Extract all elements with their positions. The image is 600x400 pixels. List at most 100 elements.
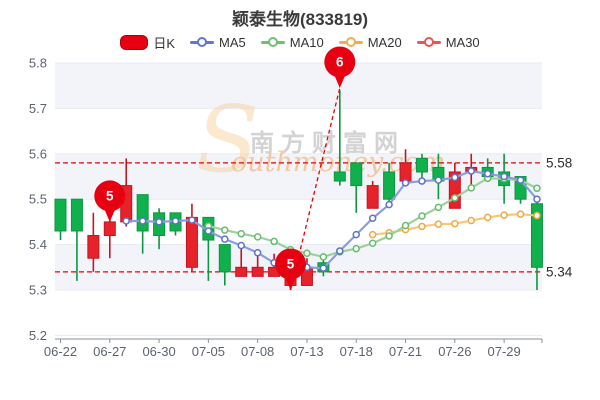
ma5-point — [467, 167, 475, 175]
legend-label: MA20 — [367, 34, 402, 50]
chart-legend: 日K MA5 MA10 MA20 MA30 — [0, 32, 600, 52]
ma20-point — [533, 211, 541, 220]
candle-body — [70, 198, 83, 232]
ma10-point — [319, 253, 328, 261]
legend-label: MA5 — [219, 34, 246, 50]
x-axis-label: 07-13 — [290, 344, 323, 359]
x-axis-label: 07-29 — [487, 344, 520, 359]
y-axis-label: 5.4 — [29, 237, 47, 252]
ma10-point — [401, 221, 410, 230]
ma5-point — [138, 217, 147, 225]
ref-line-label: 5.34 — [546, 264, 573, 279]
ma5-point — [401, 179, 410, 187]
ma5-point — [188, 216, 196, 224]
x-axis-label: 06-22 — [44, 344, 77, 359]
candle-body — [136, 194, 149, 232]
legend-label: MA10 — [289, 34, 324, 50]
ma20-point — [368, 230, 377, 239]
y-axis-label: 5.2 — [29, 328, 47, 343]
candlestick-swatch-icon — [120, 34, 149, 50]
x-axis-label: 07-18 — [340, 344, 373, 359]
x-axis-label: 07-21 — [389, 344, 422, 359]
x-axis-label: 07-26 — [438, 344, 471, 359]
legend-label: 日K — [153, 35, 176, 51]
legend-item-ma10[interactable]: MA10 — [260, 34, 324, 50]
event-marker-bubble — [324, 46, 356, 78]
legend-item-ma5[interactable]: MA5 — [190, 35, 246, 50]
y-axis-label: 5.6 — [29, 146, 47, 161]
ma10-point — [434, 203, 443, 212]
ma5-point — [319, 264, 328, 272]
ma5-point — [237, 241, 245, 250]
ma20-line-swatch-icon — [338, 37, 363, 48]
event-marker-5: 5 — [94, 180, 126, 222]
ma10-point — [253, 233, 262, 241]
candle-body — [366, 185, 379, 209]
ma5-point — [434, 176, 443, 184]
legend-item-ma20[interactable]: MA20 — [338, 34, 402, 50]
ma5-series — [122, 167, 541, 272]
ma5-point — [418, 177, 426, 185]
ma5-point — [385, 200, 393, 209]
ma5-point — [516, 176, 525, 184]
ma5-point — [253, 249, 262, 257]
ma5-line-swatch-icon — [190, 37, 215, 48]
ma20-point — [483, 213, 492, 222]
ma10-point — [467, 184, 475, 192]
ma10-point — [221, 226, 229, 234]
ma10-point — [418, 212, 426, 220]
y-axis-label: 5.5 — [29, 192, 47, 207]
candle-body — [448, 171, 461, 209]
grid-band — [55, 153, 542, 200]
grid-band — [55, 108, 542, 154]
event-marker-count: 6 — [336, 54, 344, 69]
candle-body — [87, 235, 100, 259]
ma5-point — [500, 172, 508, 181]
grid-band — [55, 290, 542, 336]
ma20-point — [516, 210, 525, 218]
event-marker-6: 6 — [324, 46, 356, 88]
ma10-point — [237, 229, 245, 238]
candle-body — [350, 162, 363, 187]
y-axis-label: 5.7 — [29, 101, 47, 116]
candle-body — [415, 157, 428, 173]
ma10-point — [385, 232, 393, 240]
candle-body — [185, 216, 198, 268]
ma5-point — [122, 217, 130, 225]
ma20-point — [467, 216, 475, 225]
candle-body — [103, 221, 116, 237]
ma5-point — [451, 173, 459, 182]
ma5-point — [171, 217, 180, 225]
ma5-point — [155, 218, 163, 226]
candle-body — [399, 162, 412, 182]
ma10-point — [533, 184, 541, 193]
ref-line-label: 5.58 — [546, 155, 572, 170]
x-axis-label: 06-27 — [93, 344, 126, 359]
x-axis-label: 07-08 — [241, 344, 274, 359]
candle-body — [235, 266, 248, 277]
legend-item-dayk[interactable]: 日K — [120, 33, 175, 52]
chart-title: 颖泰生物(833819) — [231, 10, 369, 29]
ma20-point — [451, 219, 459, 228]
legend-item-ma30[interactable]: MA30 — [416, 34, 480, 50]
event-marker-bubble — [275, 248, 307, 280]
ma5-point — [483, 170, 492, 178]
candle-body — [383, 171, 396, 200]
event-marker-bubble — [94, 180, 126, 212]
y-axis-label: 5.3 — [29, 283, 47, 298]
candle-body — [54, 198, 67, 232]
ma10-point — [270, 237, 278, 246]
candle-body — [530, 203, 543, 268]
ma20-point — [500, 211, 508, 219]
ma5-point — [336, 247, 344, 255]
event-marker-count: 5 — [106, 188, 114, 203]
grid-band — [55, 63, 542, 109]
x-axis-label: 06-30 — [142, 344, 175, 359]
ma30-line-swatch-icon — [416, 37, 441, 48]
ma20-point — [434, 220, 443, 228]
ma20-series — [368, 210, 541, 239]
legend-label: MA30 — [445, 34, 480, 50]
ma5-point — [221, 235, 229, 243]
